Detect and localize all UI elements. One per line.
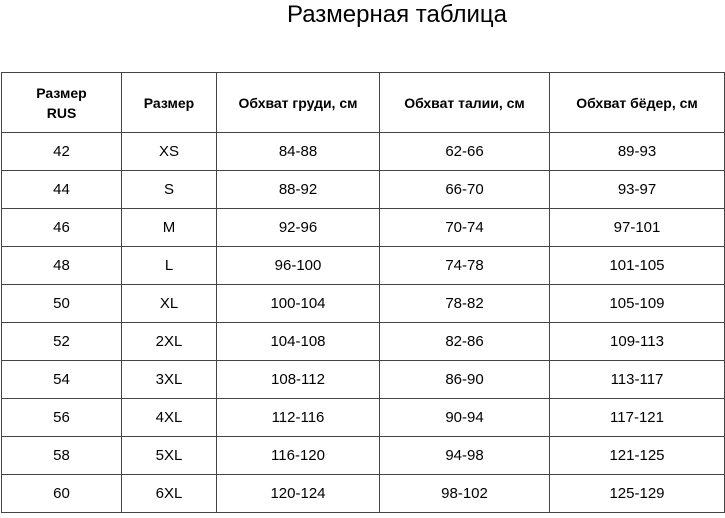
cell-size-rus: 52 xyxy=(1,322,122,361)
header-size-rus: Размер RUS xyxy=(1,72,122,133)
header-hips: Обхват бёдер, см xyxy=(549,72,725,133)
cell-chest: 100-104 xyxy=(216,284,380,323)
cell-chest: 88-92 xyxy=(216,170,380,209)
cell-size: 2XL xyxy=(121,322,217,361)
cell-waist: 98-102 xyxy=(379,474,550,513)
cell-size: M xyxy=(121,208,217,247)
cell-chest: 96-100 xyxy=(216,246,380,285)
table-row: 52 2XL 104-108 82-86 109-113 xyxy=(1,322,725,361)
cell-hips: 93-97 xyxy=(549,170,725,209)
cell-chest: 112-116 xyxy=(216,398,380,437)
cell-waist: 78-82 xyxy=(379,284,550,323)
cell-size: XL xyxy=(121,284,217,323)
cell-chest: 104-108 xyxy=(216,322,380,361)
cell-size-rus: 44 xyxy=(1,170,122,209)
table-row: 50 XL 100-104 78-82 105-109 xyxy=(1,284,725,323)
header-size: Размер xyxy=(121,72,217,133)
cell-size: 3XL xyxy=(121,360,217,399)
cell-size-rus: 50 xyxy=(1,284,122,323)
size-table: Размер RUS Размер Обхват груди, см Обхват… xyxy=(1,72,725,513)
cell-hips: 113-117 xyxy=(549,360,725,399)
cell-size: S xyxy=(121,170,217,209)
cell-hips: 121-125 xyxy=(549,436,725,475)
cell-size-rus: 56 xyxy=(1,398,122,437)
header-waist: Обхват талии, см xyxy=(379,72,550,133)
cell-waist: 74-78 xyxy=(379,246,550,285)
cell-chest: 84-88 xyxy=(216,132,380,171)
header-chest: Обхват груди, см xyxy=(216,72,380,133)
cell-size-rus: 48 xyxy=(1,246,122,285)
page-title: Размерная таблица xyxy=(287,1,507,28)
cell-hips: 97-101 xyxy=(549,208,725,247)
table-row: 48 L 96-100 74-78 101-105 xyxy=(1,246,725,285)
cell-hips: 101-105 xyxy=(549,246,725,285)
table-row: 60 6XL 120-124 98-102 125-129 xyxy=(1,474,725,513)
cell-waist: 82-86 xyxy=(379,322,550,361)
cell-waist: 86-90 xyxy=(379,360,550,399)
cell-waist: 70-74 xyxy=(379,208,550,247)
cell-hips: 125-129 xyxy=(549,474,725,513)
cell-waist: 90-94 xyxy=(379,398,550,437)
cell-size: 6XL xyxy=(121,474,217,513)
cell-hips: 105-109 xyxy=(549,284,725,323)
cell-chest: 120-124 xyxy=(216,474,380,513)
table-row: 42 XS 84-88 62-66 89-93 xyxy=(1,132,725,171)
cell-size-rus: 58 xyxy=(1,436,122,475)
header-row: Размер RUS Размер Обхват груди, см Обхват… xyxy=(1,72,725,133)
cell-size: 5XL xyxy=(121,436,217,475)
header-size-rus-line2: RUS xyxy=(46,104,77,121)
cell-size-rus: 54 xyxy=(1,360,122,399)
cell-chest: 108-112 xyxy=(216,360,380,399)
header-size-rus-line1: Размер xyxy=(36,84,87,101)
cell-size-rus: 46 xyxy=(1,208,122,247)
table-row: 56 4XL 112-116 90-94 117-121 xyxy=(1,398,725,437)
cell-waist: 66-70 xyxy=(379,170,550,209)
table-row: 54 3XL 108-112 86-90 113-117 xyxy=(1,360,725,399)
cell-hips: 109-113 xyxy=(549,322,725,361)
cell-size: L xyxy=(121,246,217,285)
cell-size: XS xyxy=(121,132,217,171)
table-row: 46 M 92-96 70-74 97-101 xyxy=(1,208,725,247)
cell-size: 4XL xyxy=(121,398,217,437)
cell-chest: 116-120 xyxy=(216,436,380,475)
cell-waist: 94-98 xyxy=(379,436,550,475)
cell-hips: 117-121 xyxy=(549,398,725,437)
cell-size-rus: 60 xyxy=(1,474,122,513)
table-row: 44 S 88-92 66-70 93-97 xyxy=(1,170,725,209)
cell-chest: 92-96 xyxy=(216,208,380,247)
cell-hips: 89-93 xyxy=(549,132,725,171)
table-row: 58 5XL 116-120 94-98 121-125 xyxy=(1,436,725,475)
cell-size-rus: 42 xyxy=(1,132,122,171)
cell-waist: 62-66 xyxy=(379,132,550,171)
